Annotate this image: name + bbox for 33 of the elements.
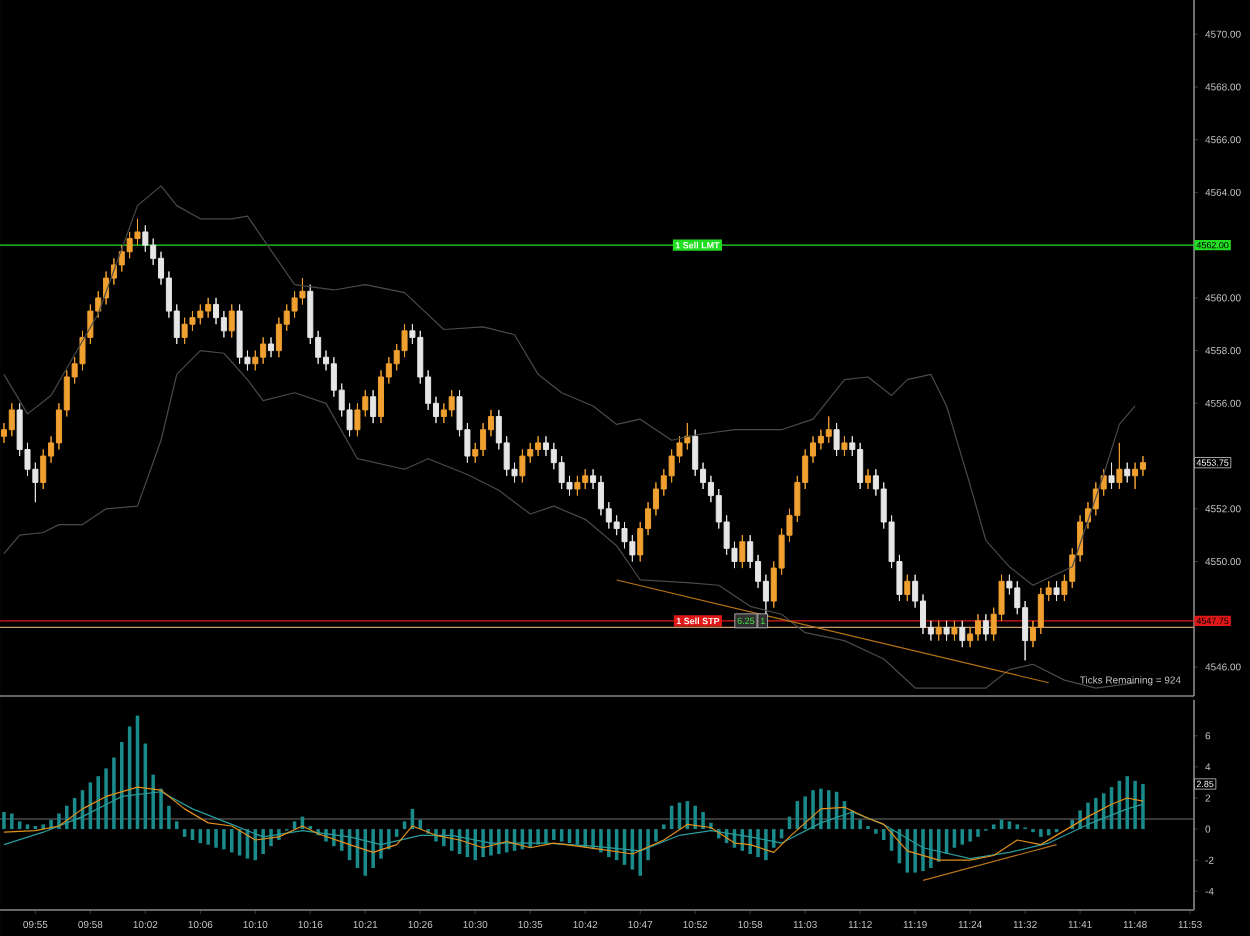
candlestick xyxy=(982,613,989,642)
candlestick xyxy=(904,574,911,602)
candlestick xyxy=(268,336,275,358)
candlestick xyxy=(865,468,872,490)
candlestick xyxy=(205,297,212,319)
candlestick xyxy=(574,475,581,497)
candlestick xyxy=(739,534,746,569)
candlestick xyxy=(260,336,267,365)
candlestick xyxy=(197,303,204,325)
candlestick xyxy=(1132,462,1139,490)
candlestick xyxy=(370,389,377,424)
line-series xyxy=(3,185,1136,586)
candlestick xyxy=(841,435,848,457)
candlestick xyxy=(959,620,966,648)
candlestick xyxy=(943,620,950,642)
candlestick xyxy=(236,303,243,365)
candlestick xyxy=(935,620,942,642)
candlestick xyxy=(8,402,15,437)
candlestick xyxy=(181,317,188,345)
candlestick xyxy=(1053,580,1060,602)
candlestick xyxy=(519,448,526,483)
candlestick xyxy=(833,422,840,457)
candlestick xyxy=(825,416,832,444)
candlestick xyxy=(857,442,864,490)
candlestick xyxy=(228,303,235,338)
candlestick xyxy=(582,468,589,490)
candlestick xyxy=(448,389,455,418)
candlestick xyxy=(951,620,958,642)
candlestick xyxy=(974,613,982,642)
candlestick xyxy=(1116,442,1123,490)
candlestick xyxy=(535,435,542,457)
candlestick xyxy=(1124,462,1131,483)
candlestick xyxy=(1108,462,1115,490)
